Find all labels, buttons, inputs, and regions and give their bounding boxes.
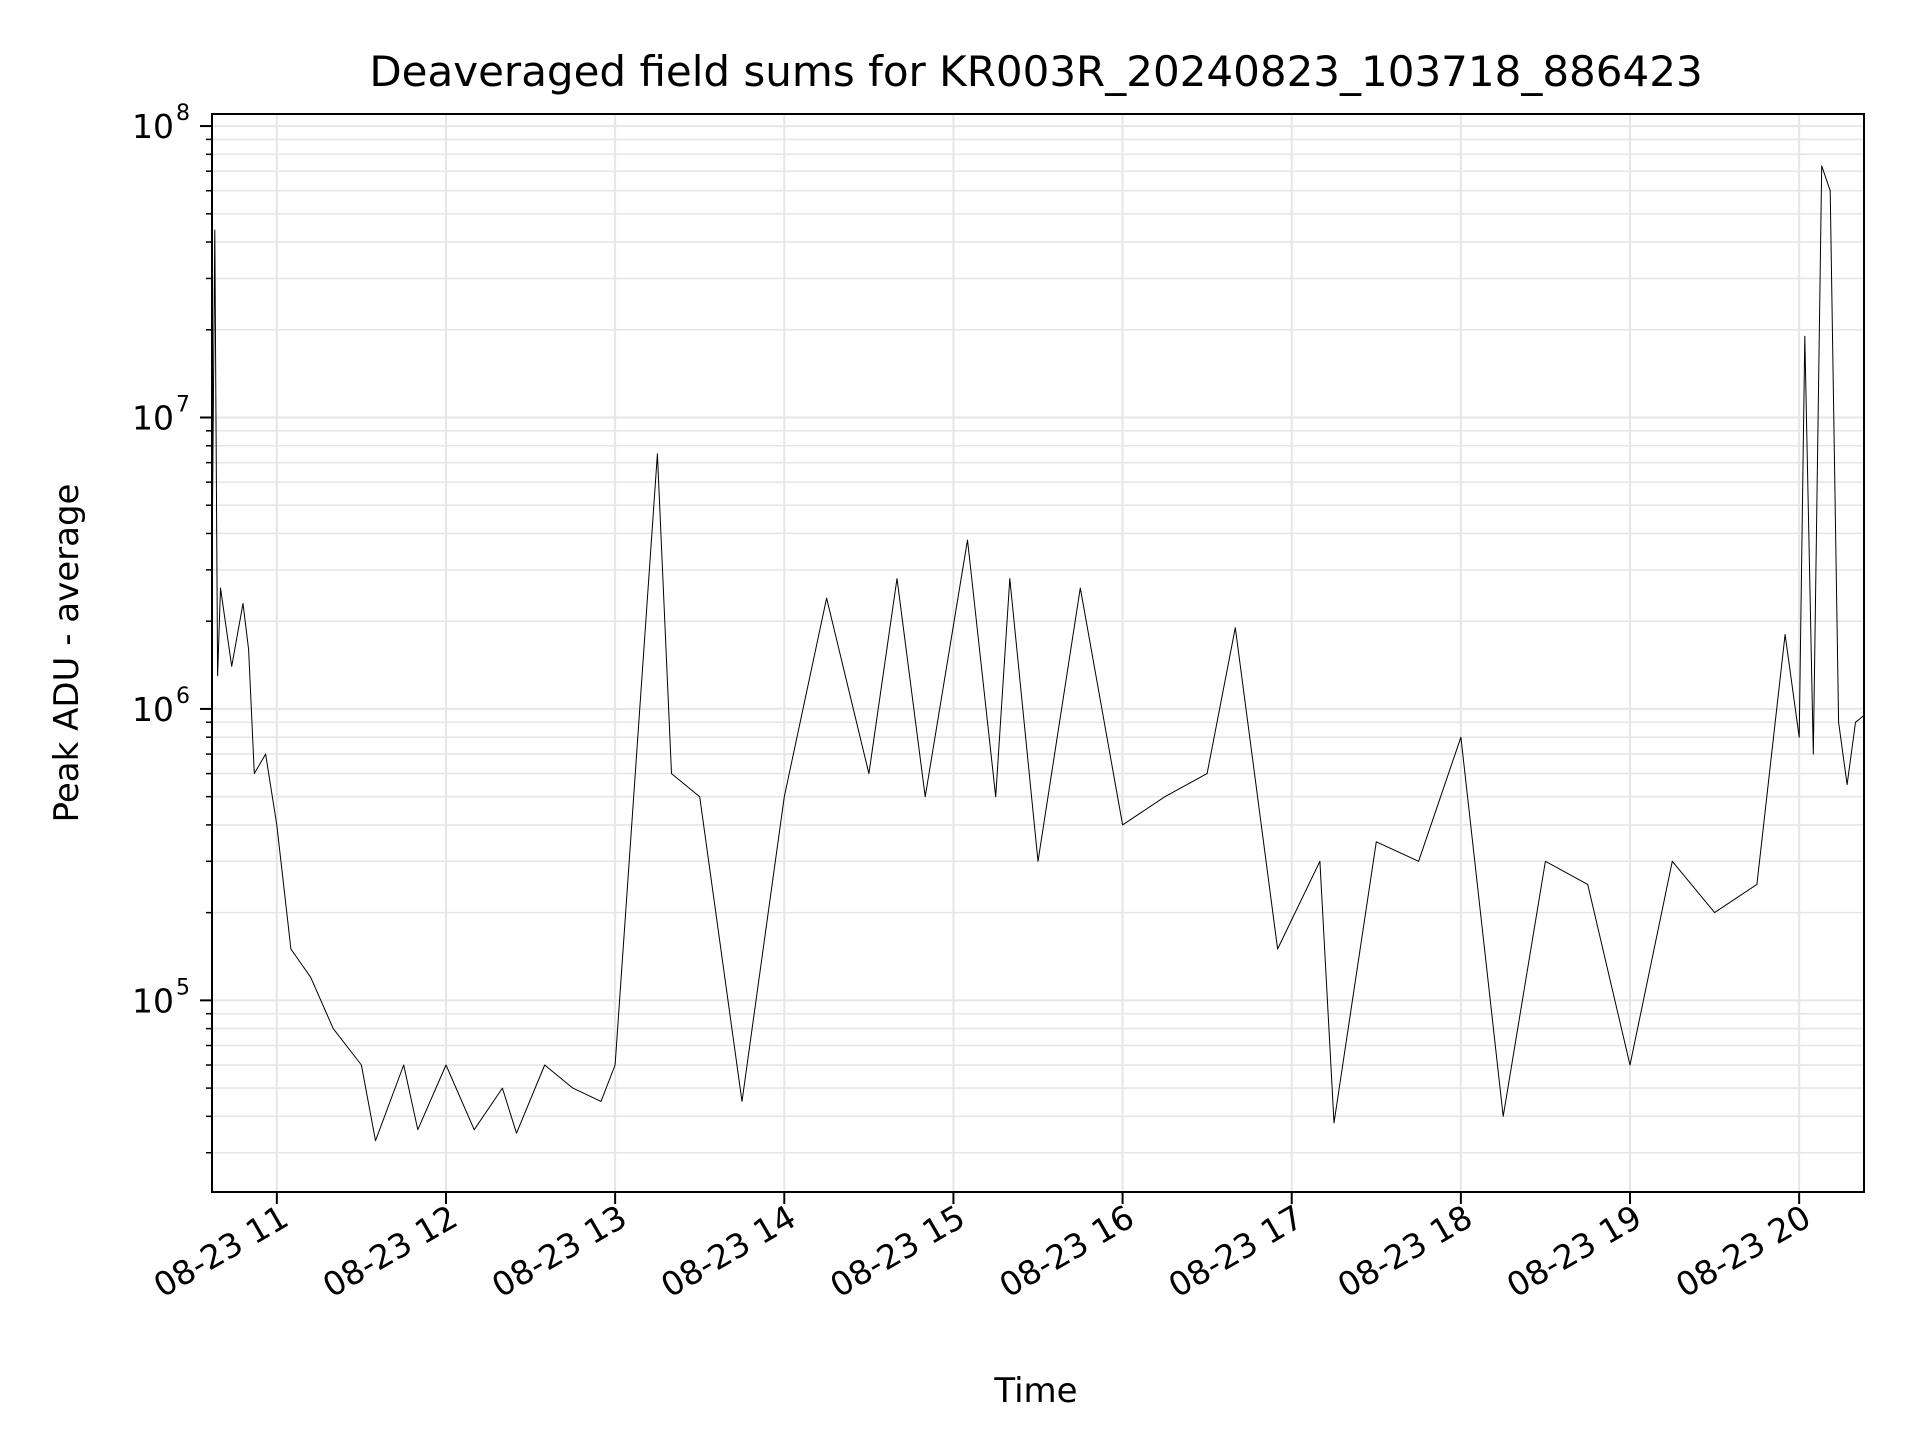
- plot-frame: [211, 113, 1865, 1193]
- x-axis: 08-23 11 08-23 12 08-23 13 08-23 14 08-23 15…: [147, 1192, 1817, 1305]
- y-tick-exponent: 7: [176, 392, 190, 417]
- x-tick-label: 08-23 11: [147, 1197, 295, 1305]
- y-tick-label: 10: [132, 398, 174, 437]
- y-tick-exponent: 5: [176, 975, 190, 1000]
- x-tick-label: 08-23 19: [1500, 1197, 1648, 1305]
- series-line: [211, 165, 1865, 1142]
- y-tick-label: 10: [132, 690, 174, 729]
- chart-title: Deaveraged field sums for KR003R_2024082…: [369, 47, 1702, 96]
- x-axis-label: Time: [993, 1371, 1077, 1411]
- y-tick-label: 10: [132, 107, 174, 146]
- x-tick-label: 08-23 14: [654, 1197, 802, 1305]
- x-tick-label: 08-23 15: [823, 1197, 971, 1305]
- x-tick-label: 08-23 16: [993, 1197, 1141, 1305]
- x-tick-label: 08-23 17: [1162, 1197, 1310, 1305]
- x-tick-label: 08-23 12: [316, 1197, 464, 1305]
- y-axis-label: Peak ADU - average: [47, 484, 87, 823]
- y-tick-exponent: 6: [176, 684, 190, 709]
- y-tick-exponent: 8: [176, 101, 190, 126]
- y-tick-label: 10: [132, 981, 174, 1020]
- x-tick-label: 08-23 18: [1331, 1197, 1479, 1305]
- grid: [212, 114, 1864, 1192]
- x-tick-label: 08-23 13: [485, 1197, 633, 1305]
- x-tick-label: 08-23 20: [1669, 1197, 1817, 1305]
